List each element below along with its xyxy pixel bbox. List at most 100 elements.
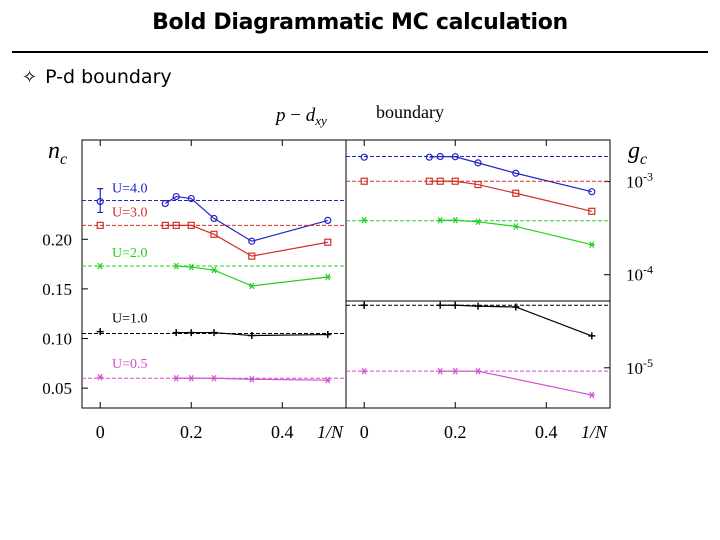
data-point <box>425 177 433 185</box>
data-point <box>425 153 433 161</box>
data-point <box>588 332 596 340</box>
data-point <box>211 266 217 274</box>
data-point <box>211 374 217 382</box>
data-point <box>436 152 444 161</box>
data-point <box>248 332 256 340</box>
data-point <box>172 221 180 229</box>
series-line <box>165 224 328 257</box>
data-point <box>248 237 256 245</box>
data-point <box>588 207 596 215</box>
data-point <box>451 177 459 185</box>
y-tick-label: 0.20 <box>42 230 72 249</box>
data-point <box>451 153 459 161</box>
bullet-star-icon: ✧ <box>22 67 38 88</box>
data-point <box>173 262 180 270</box>
header-formula: p − dxy <box>274 105 327 128</box>
series-label: U=3.0 <box>112 205 148 220</box>
data-point <box>436 301 444 309</box>
right-ylabel: gc <box>628 138 647 168</box>
header-boundary: boundary <box>376 102 444 122</box>
y-tick-label: 0.05 <box>42 379 72 398</box>
data-point <box>475 218 481 226</box>
data-point <box>96 221 104 229</box>
x-tick-label: 0 <box>96 422 105 442</box>
data-point <box>210 329 218 337</box>
data-point <box>512 169 520 177</box>
data-point <box>188 374 195 382</box>
data-point <box>360 153 368 161</box>
bullet-text: P-d boundary <box>45 66 172 88</box>
y-tick-label: 10-4 <box>626 263 653 285</box>
title-divider <box>12 51 708 53</box>
series-label: U=1.0 <box>112 312 148 327</box>
data-point <box>248 375 255 383</box>
data-point <box>187 194 195 203</box>
data-point <box>475 367 481 375</box>
data-point <box>360 301 368 309</box>
data-point <box>324 238 332 246</box>
y-tick-label: 0.10 <box>42 330 72 349</box>
y-tick-label: 10-5 <box>626 356 653 378</box>
series-line <box>440 370 592 396</box>
data-point <box>324 216 332 224</box>
series-line <box>176 265 328 287</box>
data-point <box>324 376 331 384</box>
left-ylabel: nc <box>48 138 67 168</box>
data-point <box>512 223 519 230</box>
data-point <box>187 221 195 229</box>
y-tick-label: 0.15 <box>42 280 72 299</box>
series-line <box>440 219 592 246</box>
data-point <box>588 391 595 399</box>
series-line <box>429 155 592 193</box>
series-line <box>164 195 328 242</box>
y-tick-label: 10-3 <box>626 170 653 192</box>
data-point <box>436 177 444 185</box>
x-axis-label: 1/N <box>581 422 608 442</box>
data-point <box>437 216 444 224</box>
data-point <box>360 177 368 185</box>
data-point <box>474 180 482 189</box>
series-label: U=2.0 <box>112 246 148 261</box>
data-point <box>161 221 169 229</box>
data-point <box>97 262 104 270</box>
data-point <box>210 230 218 238</box>
x-tick-label: 0.4 <box>535 422 558 442</box>
x-tick-label: 0.4 <box>271 422 294 442</box>
data-point <box>452 216 459 224</box>
data-point <box>361 216 368 224</box>
data-point <box>324 331 332 339</box>
data-point <box>474 159 482 167</box>
data-point <box>588 188 596 196</box>
data-point <box>161 199 169 208</box>
series-label: U=4.0 <box>112 182 148 197</box>
right-panel-frame <box>345 139 611 409</box>
x-tick-label: 0.2 <box>444 422 467 442</box>
x-tick-label: 0.2 <box>180 422 203 442</box>
data-point <box>173 374 180 382</box>
data-point <box>97 373 104 381</box>
data-point <box>588 241 595 249</box>
x-axis-label: 1/N <box>317 422 344 442</box>
data-point <box>187 329 195 337</box>
data-point <box>324 273 331 281</box>
x-tick-label: 0 <box>360 422 369 442</box>
data-point <box>96 328 104 336</box>
data-point <box>452 367 459 375</box>
data-point <box>248 252 256 260</box>
error-bar <box>97 188 104 214</box>
data-point <box>172 192 180 201</box>
data-point <box>451 301 459 309</box>
bullet-heading: ✧ P-d boundary <box>22 66 172 88</box>
data-point <box>474 302 482 310</box>
data-point <box>248 282 255 290</box>
data-point <box>512 303 520 311</box>
slide-title: Bold Diagrammatic MC calculation <box>152 10 568 35</box>
data-point <box>210 214 218 223</box>
data-point <box>172 329 180 337</box>
data-point <box>188 263 195 271</box>
data-point <box>512 189 520 197</box>
data-point <box>437 367 444 375</box>
series-label: U=0.5 <box>112 357 148 372</box>
data-point <box>361 367 368 375</box>
